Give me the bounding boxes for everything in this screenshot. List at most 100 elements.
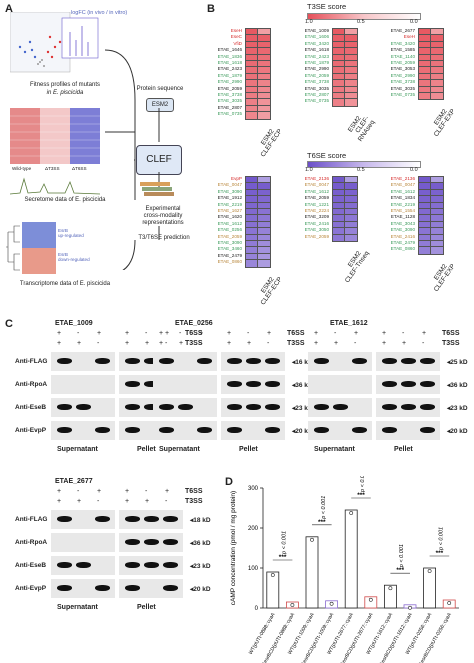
gene-label: ETAE_1627 (217, 208, 242, 213)
t3ss-sign: - (354, 340, 357, 347)
blot-band (382, 427, 397, 433)
t3ss-sign: + (247, 340, 252, 347)
bar (266, 571, 280, 609)
t6ss-label: T6SS (185, 330, 203, 337)
p-value: p < 0.001 (321, 496, 327, 520)
gene-label: ETAE_2990 (304, 66, 329, 72)
volcano-caption-2: in E. piscicida (46, 90, 84, 96)
gene-label: ETAE_2479 (390, 240, 415, 245)
blot-band (159, 404, 174, 410)
kd-marker: ◂20 kD (190, 586, 211, 593)
blot-band (314, 358, 329, 364)
t3ss-sign: + (145, 498, 150, 505)
blot-band (57, 427, 72, 433)
panel-label-b: B (207, 3, 215, 15)
blot-gene-title: ETAE_1009 (55, 320, 93, 327)
gene-label: EseC (230, 34, 242, 40)
supernatant-blot (51, 510, 115, 529)
data-point (427, 569, 432, 573)
blot-band (227, 427, 242, 433)
blot-band (265, 427, 280, 433)
t6se-colorbar (307, 161, 421, 168)
data-point (447, 601, 452, 605)
supernatant-blot (51, 375, 115, 394)
blot-band (95, 427, 110, 433)
blot-band (314, 404, 329, 410)
blot-band (382, 404, 397, 410)
panel-a: logFC (in vivo / in vitro) Fitness profi… (0, 0, 205, 315)
t6ss-label: T6SS (185, 488, 203, 495)
gene-label: EvpP (231, 176, 242, 181)
blot-band (420, 358, 435, 364)
blot-band (144, 562, 159, 568)
data-point (408, 605, 412, 610)
t6ss-label: T6SS (442, 330, 460, 337)
antibody-label: Anti-EseB (15, 404, 47, 411)
t3ss-sign: + (125, 498, 130, 505)
gene-label: ETAE_1618 (217, 60, 242, 65)
t3ss-label: ΔT3SS (45, 166, 60, 171)
secretome-trace (10, 177, 101, 195)
blot-band (144, 516, 159, 522)
sig-stars: *** (396, 567, 404, 574)
antibody-label: Anti-EvpP (15, 427, 47, 434)
gene-label: ETAE_1620 (217, 214, 242, 220)
heatmap-cell (257, 111, 271, 120)
gene-label: ETAE_0860 (217, 259, 242, 265)
esrb-up-2: up-regulated (58, 233, 84, 238)
gene-label: ETAE_2224 (304, 208, 329, 213)
gene-label: EseH (230, 28, 242, 33)
data-point (310, 537, 314, 542)
blot-band (144, 358, 159, 364)
gene-label: ETAE_2059 (217, 85, 242, 91)
p-value: p < 0.001 (360, 476, 366, 493)
supernatant-blot (153, 352, 217, 371)
antibody-label: Anti-RpoA (15, 539, 48, 546)
t6ss-sign: - (179, 330, 182, 337)
blot-band (420, 404, 435, 410)
blot-band (95, 585, 110, 591)
blot-band (76, 404, 91, 410)
gene-label: ETAE_3090 (217, 240, 242, 245)
gene-label: ETAE_0735 (304, 98, 329, 104)
gene-label: ETAE_1646 (217, 47, 242, 53)
blot-band (382, 381, 397, 387)
t6ss-sign: + (57, 488, 62, 495)
gene-label: ETAE_1140 (390, 53, 415, 59)
gene-label: ETAE_3420 (304, 40, 329, 46)
gene-label: ETAE_1585 (390, 47, 415, 53)
blot-band (125, 381, 140, 387)
blot-band (163, 585, 178, 591)
blot-band (163, 516, 178, 522)
blot-band (163, 562, 178, 568)
blot-band (125, 585, 140, 591)
gene-label: ETAE_3420 (390, 40, 415, 46)
blot-band (95, 358, 110, 364)
gene-label: ETAE_1618 (304, 47, 329, 53)
blot-band (76, 562, 91, 568)
heatmap-cell (344, 98, 358, 107)
gene-label: ETAE_3090 (217, 188, 242, 194)
blot-band (57, 404, 72, 410)
t3ss-sign: + (314, 340, 319, 347)
blot-band (265, 404, 280, 410)
blot-band (246, 358, 261, 364)
gene-label: ETAE_1912 (217, 195, 242, 201)
t6ss-sign: + (354, 330, 359, 337)
gene-label: ETAE_2479 (217, 252, 242, 258)
gene-label: ETAE_3043 (390, 220, 415, 226)
t3ss-label: T3SS (185, 498, 203, 505)
gene-label: ETAE_2219 (390, 201, 415, 207)
gene-label: ETAE_2990 (217, 79, 242, 85)
t6ss-sign: - (77, 488, 80, 495)
blot-band (144, 381, 159, 387)
t6se-score-title: T6SE score (307, 151, 347, 160)
gene-label: ETAE_2219 (217, 201, 242, 207)
t6ss-sign: + (97, 330, 102, 337)
supernatant-blot (308, 375, 372, 394)
supernatant-label: Supernatant (57, 604, 98, 611)
kd-marker: ◂20 kD (292, 428, 313, 435)
t6ss-sign: + (199, 330, 204, 337)
gene-label: ETAE_3209 (304, 214, 329, 220)
t6ss-sign: - (334, 330, 337, 337)
